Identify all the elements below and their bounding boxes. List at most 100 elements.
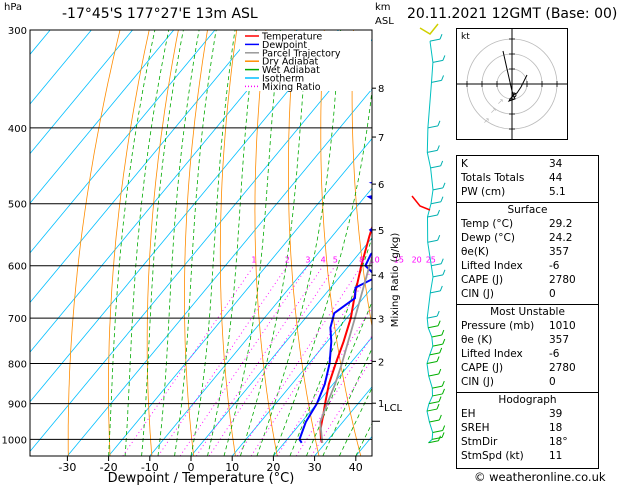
pressure-tick-label: 700 (8, 314, 27, 325)
wind-barb (429, 38, 441, 42)
storm-motion-marker (511, 92, 517, 98)
wet-adiabat-line (289, 236, 372, 456)
hodo-row: SREH 18 (461, 422, 594, 435)
wind-barb (437, 235, 441, 241)
wind-barb (428, 373, 439, 377)
wind-barb (432, 187, 444, 191)
copyright-footer[interactable]: © weatheronline.co.uk (474, 470, 606, 484)
index-row: K 34 (461, 158, 594, 171)
legend-label: Dry Adiabat (262, 57, 319, 68)
wind-barb (441, 380, 445, 387)
wind-barb (440, 196, 444, 202)
hodo-value: 39 (549, 408, 563, 420)
dry-adiabat-line (183, 30, 208, 456)
svg-text:↗: ↗ (483, 116, 490, 125)
dry-adiabat-line (254, 30, 278, 456)
isotherm-line (30, 30, 298, 353)
mixing-ratio-tick-label: 10 (369, 256, 379, 265)
hodo-value: 18 (549, 422, 563, 434)
wind-barb-red (411, 195, 431, 211)
wind-barb (427, 214, 438, 218)
mixing-ratio-tick-label: 20 (412, 256, 422, 265)
hodo-row: StmDir 18° (461, 436, 594, 449)
mu-row: Lifted Index -6 (461, 348, 594, 361)
wind-barb (429, 419, 440, 423)
wind-barb (441, 329, 445, 336)
mixing-ratio-axis-label: Mixing Ratio (g/kg) (390, 233, 401, 328)
mu-value: 2780 (549, 362, 576, 374)
wet-adiabat-line (256, 30, 342, 456)
dry-adiabat-line (287, 30, 320, 456)
x-tick-label: -10 (141, 461, 159, 474)
svg-text:↗: ↗ (497, 97, 504, 106)
isotherm-line (149, 187, 372, 456)
surface-row: Temp (°C) 29.2 (461, 218, 594, 231)
series-temperature (319, 224, 372, 444)
wind-barb (427, 239, 438, 243)
mu-value: -6 (549, 348, 560, 360)
wind-barb (431, 79, 442, 83)
surface-row: Dewp (°C) 24.2 (461, 232, 594, 245)
wet-adiabat-line (108, 30, 156, 456)
wind-barb-yellow (419, 23, 439, 35)
mu-value: 357 (549, 334, 570, 346)
surface-label: Dewp (°C) (461, 232, 515, 244)
location-title: -17°45'S 177°27'E 13m ASL (62, 6, 258, 22)
x-tick-label: -30 (58, 461, 76, 474)
wind-barb (431, 436, 443, 440)
wind-barb (439, 33, 443, 40)
isotherm-line (30, 30, 175, 204)
surface-row: CAPE (J) 2780 (461, 274, 594, 287)
x-axis-label: Dewpoint / Temperature (°C) (108, 471, 295, 486)
mu-label: Pressure (mb) (461, 320, 535, 332)
surface-row: θe(K) 357 (461, 246, 594, 259)
wind-barb (432, 385, 443, 389)
wet-adiabat-line (223, 30, 281, 456)
wind-barb (428, 401, 440, 405)
km-tick-label: 8 (378, 84, 384, 95)
x-tick-label: 40 (349, 461, 363, 474)
mixing-ratio-tick-label: 2 (285, 256, 290, 265)
wind-barb (438, 414, 442, 421)
mu-row: CIN (J) 0 (461, 376, 594, 389)
hodo-value: 18° (549, 436, 568, 448)
index-row: PW (cm) 5.1 (461, 186, 594, 199)
wind-barb (432, 59, 443, 63)
hodo-label: SREH (461, 422, 490, 434)
x-tick-label: 0 (188, 461, 195, 474)
dry-adiabat-line (351, 30, 372, 329)
km-tick-label: 2 (378, 357, 384, 368)
surface-label: CIN (J) (461, 288, 494, 300)
wind-barb (428, 440, 439, 444)
most-unstable-title: Most Unstable (490, 306, 565, 318)
wind-barb (430, 290, 441, 294)
isotherm-line (273, 336, 372, 456)
mixing-ratio-tick-label: 15 (394, 256, 404, 265)
dry-adiabat-line (67, 30, 121, 456)
pressure-tick-label: 600 (8, 262, 27, 273)
x-tick-label: -20 (100, 461, 118, 474)
dry-adiabat-line (219, 30, 238, 456)
mu-label: CIN (J) (461, 376, 494, 388)
isotherm-line (108, 138, 372, 456)
wet-adiabat-line (141, 30, 184, 456)
pressure-tick-label: 500 (8, 200, 27, 211)
wind-barb (436, 356, 440, 362)
mixing-ratio-line (122, 265, 255, 456)
hodo-label: StmSpd (kt) (461, 450, 524, 462)
wind-barb (432, 430, 443, 434)
surface-title: Surface (507, 204, 548, 216)
pressure-tick-label: 1000 (2, 435, 27, 446)
isotherm-line (231, 286, 372, 456)
index-value: 5.1 (549, 186, 566, 198)
wet-adiabat-line (157, 30, 200, 456)
wind-barb (432, 343, 443, 347)
hpa-label: hPa (4, 2, 23, 13)
hodo-label: EH (461, 408, 476, 420)
wind-barb (438, 396, 442, 402)
mixing-ratio-line (295, 334, 372, 456)
surface-value: 29.2 (549, 218, 573, 230)
index-value: 44 (549, 172, 563, 184)
wind-profile-line (426, 41, 434, 444)
